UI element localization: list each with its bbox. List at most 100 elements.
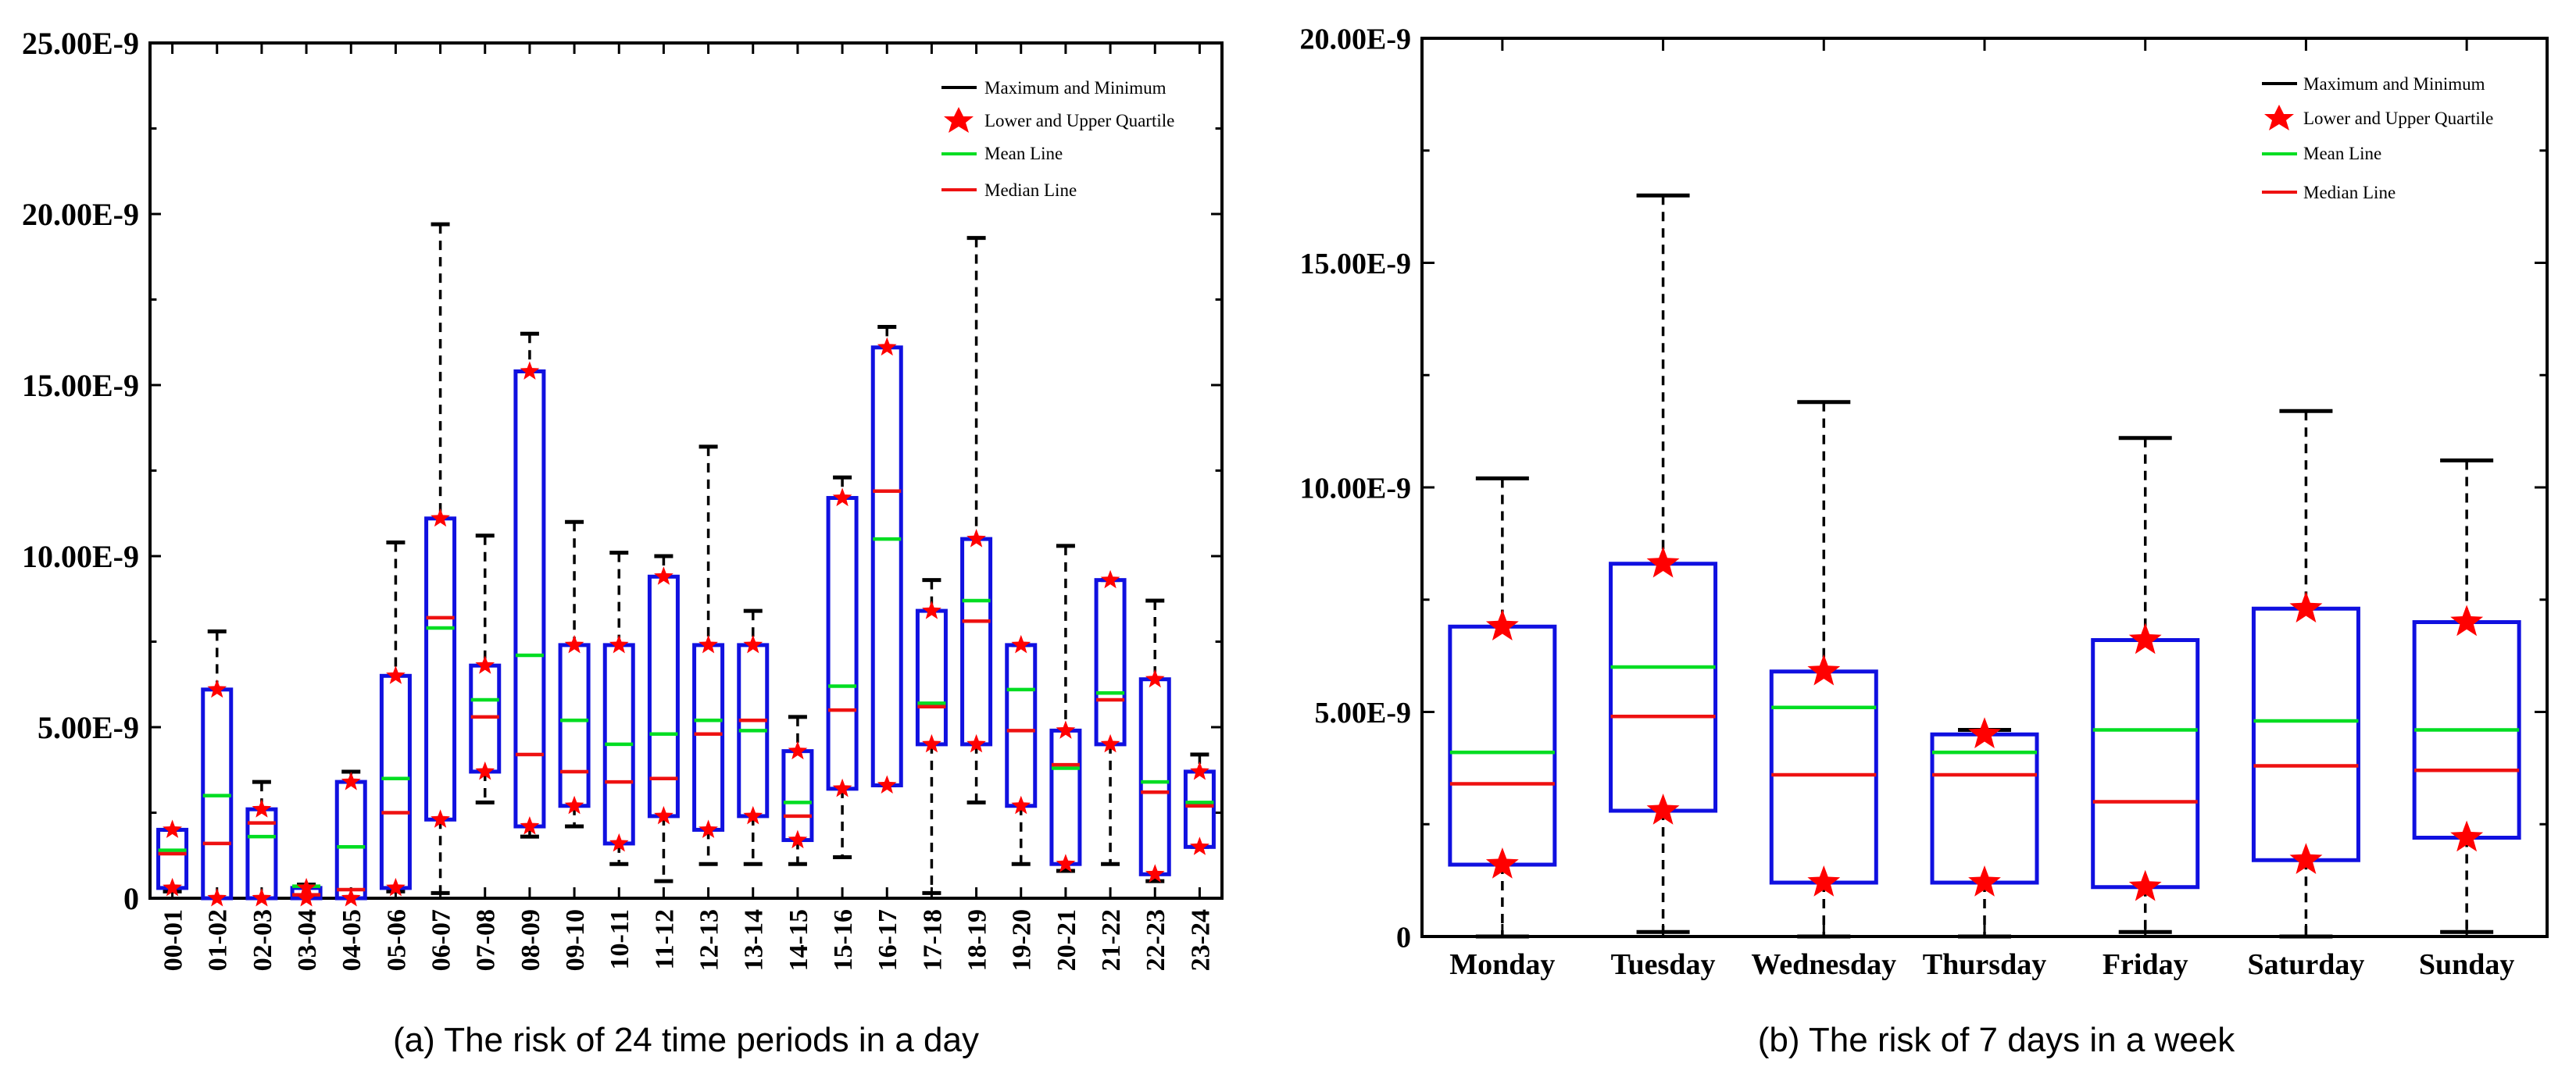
panel-b-legend: Maximum and Minimum Lower and Upper Quar…	[2262, 74, 2493, 202]
upper-quartile-star	[743, 634, 763, 654]
box-16-17	[870, 325, 903, 794]
x-tick-label: 13-14	[740, 909, 769, 971]
lower-quartile-star	[2128, 869, 2162, 901]
lower-quartile-star	[877, 775, 897, 794]
x-tick-label: 22-23	[1142, 909, 1170, 971]
lower-quartile-star	[698, 819, 718, 838]
upper-quartile-star	[698, 634, 718, 654]
upper-quartile-star	[788, 740, 808, 760]
iqr-box	[1769, 669, 1878, 885]
upper-quartile-star	[386, 665, 406, 684]
x-tick-label: 09-10	[561, 909, 590, 971]
box-12-13	[692, 444, 725, 866]
box-Sunday	[2412, 458, 2521, 934]
lower-quartile-star	[207, 888, 227, 907]
x-tick-label: 16-17	[874, 909, 902, 971]
legend-a-mean-label: Mean Line	[984, 144, 1063, 163]
box-13-14	[737, 608, 770, 866]
box-09-10	[558, 519, 591, 829]
iqr-box	[1448, 624, 1557, 867]
box-21-22	[1094, 569, 1127, 866]
box-18-19	[960, 236, 993, 805]
box-Wednesday	[1769, 400, 1878, 939]
upper-quartile-star	[252, 799, 272, 818]
y-tick-label: 5.00E-9	[1315, 697, 1412, 730]
x-tick-label: 12-13	[695, 909, 723, 971]
upper-quartile-star	[520, 361, 540, 380]
box-14-15	[781, 715, 814, 866]
lower-quartile-star	[386, 877, 406, 897]
lower-quartile-star	[743, 805, 763, 825]
box-03-04	[290, 877, 323, 907]
upper-quartile-star	[1056, 720, 1076, 739]
upper-quartile-star	[654, 566, 673, 585]
panel-b-axis: 0 5.00E-9 10.00E-9 15.00E-9 20.00E-9 Monday Tu…	[1300, 23, 2547, 981]
lower-quartile-star	[1485, 847, 1519, 879]
lower-quartile-star	[1190, 837, 1209, 855]
lower-quartile-star	[1100, 733, 1120, 753]
upper-quartile-star	[1190, 761, 1209, 780]
lower-quartile-star	[922, 733, 941, 753]
iqr-box	[558, 643, 591, 808]
panel-a-legend: Maximum and Minimum Lower and Upper Quar…	[941, 78, 1174, 200]
upper-quartile-star	[2128, 623, 2162, 655]
box-01-02	[201, 629, 234, 907]
y-tick-label: 25.00E-9	[22, 26, 139, 61]
x-tick-label: 21-22	[1097, 909, 1126, 971]
box-10-11	[602, 551, 635, 866]
iqr-box	[1049, 728, 1082, 866]
x-tick-label: 01-02	[204, 909, 233, 971]
legend-b-quartile-label: Lower and Upper Quartile	[2303, 109, 2493, 128]
box-00-01	[156, 819, 189, 897]
iqr-box	[960, 537, 993, 747]
iqr-box	[870, 345, 903, 787]
upper-quartile-star	[564, 634, 584, 654]
lower-quartile-star	[1646, 794, 1680, 825]
x-tick-label: 07-08	[472, 909, 501, 971]
lower-quartile-star	[2289, 843, 2323, 874]
lower-quartile-star	[252, 888, 272, 907]
iqr-box	[915, 608, 948, 747]
iqr-box	[1930, 732, 2039, 885]
upper-quartile-star	[2289, 591, 2323, 623]
y-tick-label: 15.00E-9	[22, 368, 139, 403]
x-tick-label: 17-18	[918, 909, 947, 971]
upper-quartile-star	[163, 819, 182, 838]
iqr-box	[2251, 606, 2360, 862]
y-tick-label: 0	[1396, 921, 1411, 954]
iqr-box	[2091, 638, 2200, 890]
x-tick-label: Friday	[2103, 948, 2188, 981]
lower-quartile-star	[1145, 864, 1165, 883]
iqr-box	[379, 673, 412, 890]
lower-quartile-star	[609, 833, 629, 852]
upper-quartile-star	[296, 877, 316, 897]
iqr-box	[826, 496, 859, 791]
upper-quartile-star	[609, 634, 629, 654]
upper-quartile-star	[966, 529, 986, 548]
lower-quartile-star	[1011, 795, 1031, 815]
x-tick-label: 15-16	[829, 909, 858, 971]
box-Saturday	[2251, 408, 2360, 939]
iqr-box	[1609, 562, 1718, 813]
lower-quartile-star	[966, 733, 986, 753]
panel-a-boxes	[156, 222, 1216, 907]
iqr-box	[1094, 578, 1127, 747]
legend-a-quartile-label: Lower and Upper Quartile	[984, 111, 1174, 130]
iqr-box	[692, 643, 725, 832]
iqr-box	[334, 780, 367, 901]
upper-quartile-star	[832, 487, 852, 507]
box-06-07	[424, 222, 457, 895]
upper-quartile-star	[207, 679, 227, 698]
x-tick-label: 20-21	[1052, 909, 1081, 971]
upper-quartile-star	[341, 772, 361, 790]
upper-quartile-star	[1968, 717, 2001, 748]
box-Tuesday	[1609, 193, 1718, 934]
box-02-03	[245, 780, 278, 907]
legend-a-maxmin-label: Maximum and Minimum	[984, 78, 1167, 98]
panel-a-caption: (a) The risk of 24 time periods in a day	[393, 1021, 979, 1059]
x-tick-label: 00-01	[159, 909, 188, 971]
y-tick-label: 10.00E-9	[1300, 472, 1412, 505]
box-22-23	[1138, 598, 1171, 883]
lower-quartile-star	[2450, 820, 2484, 852]
